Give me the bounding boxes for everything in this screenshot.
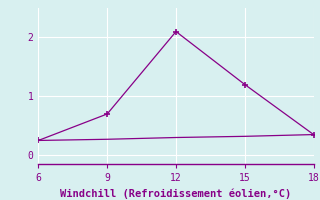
X-axis label: Windchill (Refroidissement éolien,°C): Windchill (Refroidissement éolien,°C): [60, 189, 292, 199]
